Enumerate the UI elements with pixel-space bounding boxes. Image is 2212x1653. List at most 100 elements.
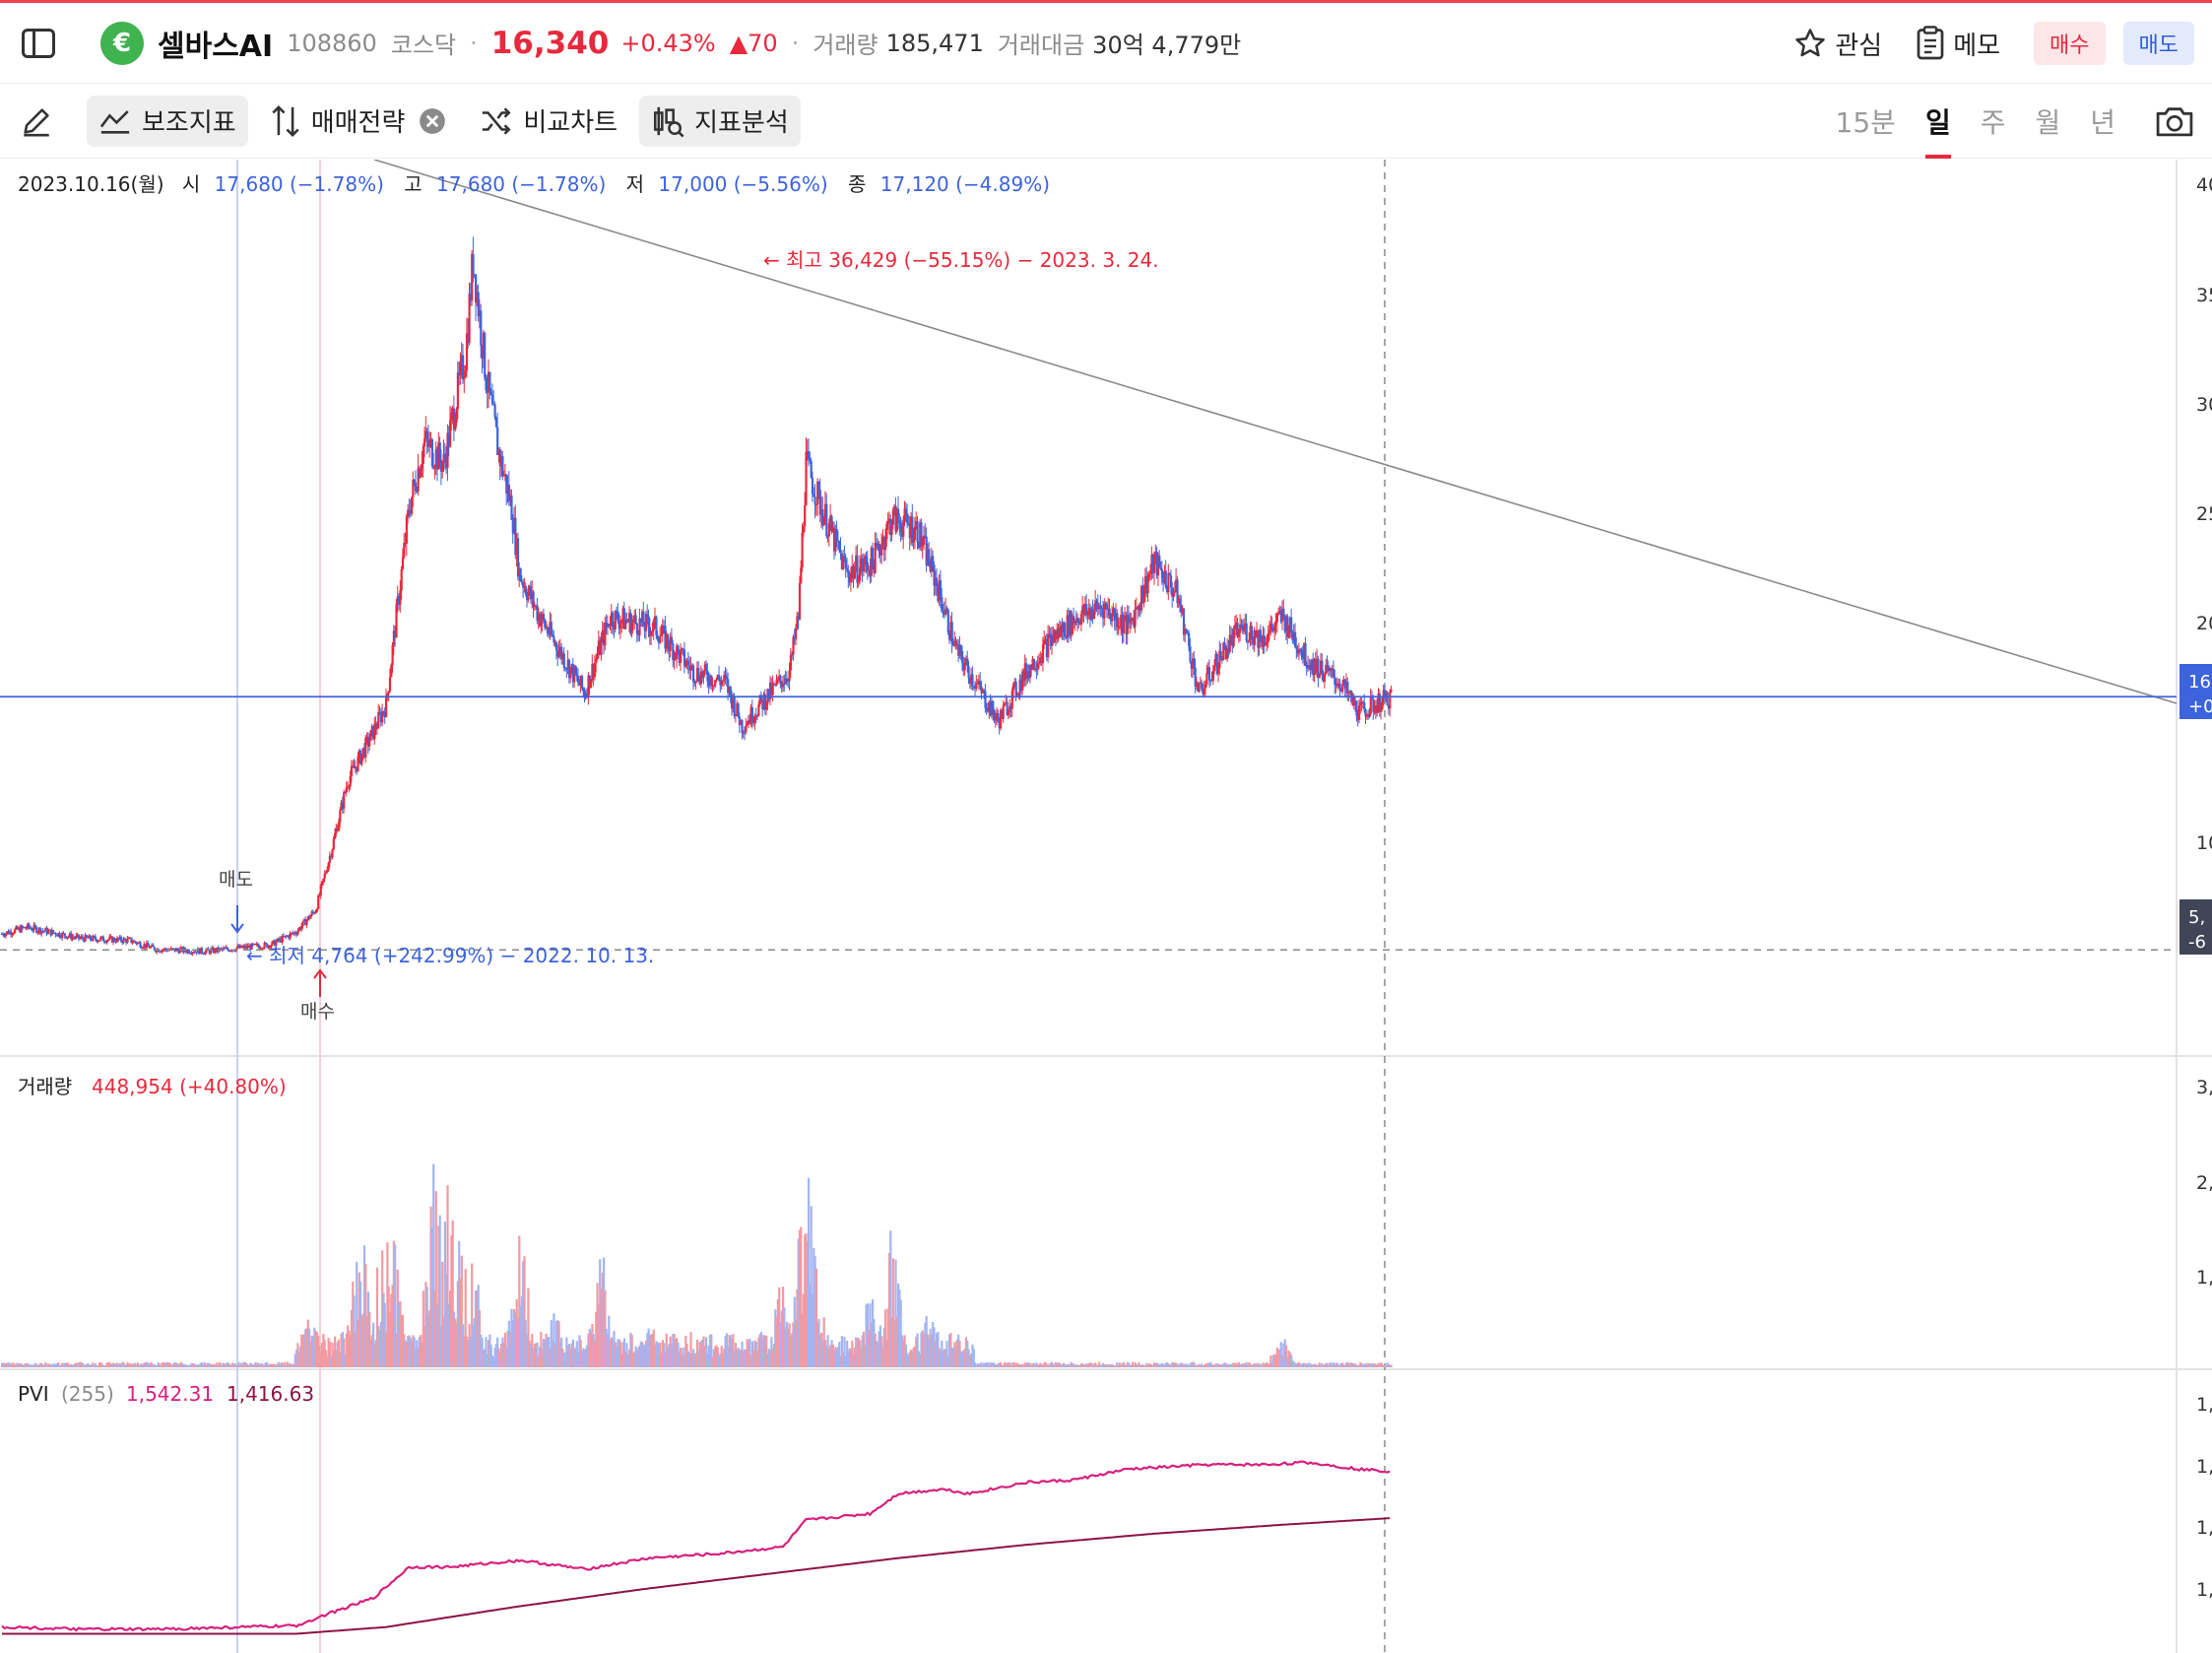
volume-bar (1325, 1362, 1328, 1367)
candle (1081, 605, 1084, 615)
candle (1217, 668, 1220, 674)
volume-bar (216, 1362, 219, 1367)
volume-bar (1013, 1362, 1016, 1367)
sell-button[interactable]: 매도 (2122, 22, 2194, 65)
volume-bar (23, 1364, 26, 1367)
volume-bar (638, 1345, 641, 1367)
volume-bar (486, 1354, 488, 1367)
close-icon[interactable] (419, 107, 446, 135)
volume-bar (784, 1328, 787, 1367)
candle (744, 731, 747, 734)
volume-bar (356, 1261, 358, 1367)
candle (928, 549, 931, 565)
candle (567, 659, 571, 679)
candle (326, 870, 329, 873)
volume-bar (478, 1309, 482, 1367)
volume-bar (844, 1355, 847, 1367)
watch-button[interactable]: 관심 (1793, 26, 1882, 62)
memo-button[interactable]: 메모 (1916, 26, 2000, 62)
volume-bar (1224, 1363, 1227, 1367)
volume-bar (930, 1334, 933, 1367)
candle (1027, 671, 1030, 679)
volume-bar (1263, 1363, 1266, 1367)
volume-bar (990, 1363, 994, 1367)
candle (350, 765, 354, 776)
volume-bar (878, 1331, 880, 1367)
volume-bar (537, 1355, 540, 1367)
candle (202, 953, 205, 955)
candle (1317, 658, 1320, 679)
period-week[interactable]: 주 (1980, 106, 2006, 139)
candle (122, 938, 125, 943)
volume-bar (1184, 1364, 1187, 1367)
volume-bar (108, 1361, 111, 1367)
pencil-icon[interactable] (20, 104, 53, 138)
candle (180, 947, 183, 950)
volume-bar (1155, 1362, 1158, 1367)
strategy-button[interactable]: 매매전략 (258, 96, 459, 147)
volume-bar (1053, 1364, 1056, 1367)
volume-bar (729, 1335, 732, 1367)
candle (1263, 635, 1266, 646)
candle (699, 671, 702, 685)
volume-bar (970, 1354, 973, 1367)
volume-bar (817, 1318, 820, 1367)
volume-bar (126, 1361, 129, 1367)
candle (1258, 629, 1261, 648)
volume-bar (1209, 1361, 1212, 1367)
period-month[interactable]: 월 (2035, 106, 2061, 139)
period-day[interactable]: 일 (1924, 101, 1951, 159)
volume-bar (1248, 1361, 1251, 1367)
volume-bar (413, 1337, 416, 1367)
candle (1224, 645, 1227, 659)
period-year[interactable]: 년 (2090, 106, 2115, 139)
candle (458, 372, 461, 376)
volume-bar (637, 1347, 640, 1367)
candle (1019, 679, 1022, 691)
volume-bar (238, 1364, 241, 1367)
candle (775, 679, 778, 686)
buy-button[interactable]: 매수 (2034, 22, 2106, 65)
candle (125, 939, 128, 943)
volume-bar (792, 1322, 795, 1367)
volume-bar (936, 1333, 939, 1367)
candle (880, 545, 883, 556)
volume-bar (36, 1364, 39, 1367)
candle (523, 586, 526, 588)
volume-bar (778, 1287, 781, 1367)
candle (1023, 663, 1026, 681)
candle (481, 345, 484, 359)
volume-bar (88, 1364, 91, 1367)
candle (119, 936, 123, 942)
compare-button[interactable]: 비교차트 (468, 96, 629, 147)
volume-bar (1360, 1362, 1363, 1367)
candle (324, 872, 328, 874)
period-15min[interactable]: 15분 (1835, 106, 1896, 139)
volume-bar (1126, 1361, 1129, 1367)
candle (936, 577, 939, 587)
volume-bar (116, 1362, 119, 1367)
candle (353, 765, 356, 769)
volume-bar (365, 1315, 368, 1367)
candle (339, 810, 342, 823)
sidebar-toggle-icon[interactable] (22, 28, 55, 58)
candle (951, 644, 955, 646)
stock-chart[interactable]: 2023.10.16(월) 시 17,680 (−1.78%) 고 17,680… (0, 160, 2212, 1653)
candle (684, 665, 687, 667)
volume-bar (882, 1328, 885, 1367)
candle (327, 862, 330, 871)
candle (463, 376, 466, 380)
volume-bar (284, 1361, 287, 1367)
volume-bar (557, 1321, 560, 1367)
candle (242, 945, 245, 948)
volume-bar (966, 1341, 969, 1367)
candle (983, 690, 986, 692)
analysis-button[interactable]: 지표분석 (639, 95, 801, 147)
candle (1321, 660, 1324, 675)
camera-icon[interactable] (2155, 104, 2194, 138)
candle (895, 508, 898, 532)
candle (1076, 618, 1079, 624)
volume-bar (57, 1362, 60, 1367)
candle (1249, 626, 1252, 640)
indicator-button[interactable]: 보조지표 (87, 95, 248, 147)
